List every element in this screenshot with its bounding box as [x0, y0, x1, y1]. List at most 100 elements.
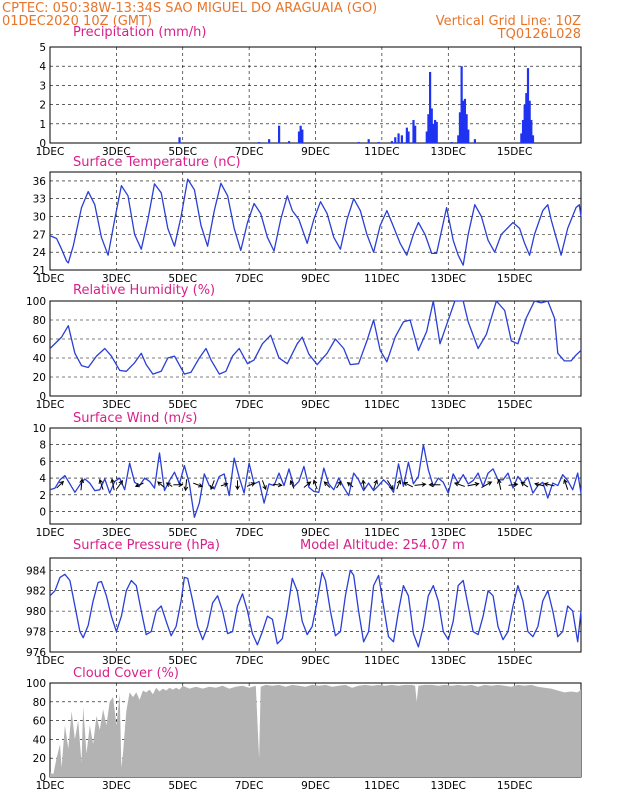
- precip-bar: [526, 68, 530, 143]
- pressure-line: [49, 569, 582, 648]
- x-tick-label: 11DEC: [364, 146, 399, 158]
- panels: 0 1 2 3 4 5 Precipitation (mm/h) 1DEC 3DEC 5DEC 7D…: [26, 25, 582, 792]
- wind-arrow: [111, 479, 115, 491]
- precip-bar: [462, 100, 465, 143]
- wind-arrow-head: [59, 480, 65, 486]
- x-tick-label: 9DEC: [301, 399, 330, 411]
- x-tick-label: 1DEC: [36, 399, 65, 411]
- x-tick-label: 3DEC: [102, 399, 131, 411]
- precip-bar: [530, 119, 533, 143]
- precip-bar: [433, 119, 437, 143]
- panel-pressure: 976 978 980 982 984 Surface Pressure (hPa) Mod…: [26, 538, 582, 667]
- y-tick-label: 0: [39, 772, 46, 784]
- wind-arrow-head: [235, 485, 240, 491]
- x-tick-label: 5DEC: [168, 399, 197, 411]
- wind-arrow-head: [453, 481, 459, 487]
- y-tick-label: 984: [26, 565, 46, 577]
- rh-line: [49, 300, 582, 375]
- x-tick-label: 13DEC: [431, 273, 466, 285]
- y-tick-label: 80: [33, 697, 46, 709]
- x-tick-label: 3DEC: [102, 273, 131, 285]
- x-tick-label: 7DEC: [235, 146, 264, 158]
- precip-bar: [268, 139, 271, 143]
- wind-arrow-head: [428, 482, 434, 488]
- x-tick-label: 5DEC: [168, 273, 197, 285]
- x-tick-label: 1DEC: [36, 655, 65, 667]
- wind-arrow-head: [389, 485, 394, 491]
- precip-bar: [521, 119, 525, 143]
- wind-arrow: [272, 483, 282, 486]
- precip-bar: [528, 100, 531, 143]
- y-tick-label: 0: [39, 506, 46, 518]
- wind-arrow-head: [497, 478, 502, 484]
- precip-bar: [463, 98, 467, 143]
- wind-arrow: [396, 480, 401, 490]
- wind-arrow-head: [157, 481, 162, 486]
- precip-bar: [473, 139, 476, 143]
- precip-bar: [367, 139, 370, 143]
- x-tick-label: 3DEC: [102, 780, 131, 792]
- wind-arrow: [135, 482, 144, 487]
- precip-bar: [397, 133, 400, 143]
- y-tick-label: 5: [39, 42, 46, 54]
- wind-arrow-head: [534, 482, 540, 487]
- x-tick-label: 9DEC: [301, 655, 330, 667]
- wind-arrow: [534, 483, 545, 487]
- wind-arrow-head: [520, 482, 526, 487]
- precip-bar: [299, 125, 302, 143]
- x-tick-label: 7DEC: [235, 399, 264, 411]
- y-tick-label: 40: [33, 734, 46, 746]
- x-tick-label: 9DEC: [301, 273, 330, 285]
- x-tick-label: 15DEC: [497, 399, 532, 411]
- x-tick-label: 15DEC: [497, 146, 532, 158]
- wind-arrow: [116, 480, 123, 489]
- x-tick-label: 7DEC: [235, 655, 264, 667]
- y-tick-label: 30: [33, 212, 46, 224]
- precip-bar: [301, 129, 304, 143]
- wind-arrow-head: [178, 482, 184, 488]
- wind-arrow-head: [563, 478, 568, 484]
- precip-bar: [523, 104, 526, 143]
- precip-bar: [414, 125, 417, 143]
- wind-arrow: [414, 483, 426, 486]
- header-datetime: 01DEC2020 10Z (GMT): [2, 14, 152, 29]
- y-tick-label: 100: [26, 678, 46, 690]
- x-tick-label: 7DEC: [235, 780, 264, 792]
- x-tick-label: 1DEC: [36, 780, 65, 792]
- wind-arrow: [303, 481, 311, 488]
- wind-arrow: [521, 482, 529, 488]
- y-tick-label: 1: [39, 119, 46, 131]
- x-tick-label: 3DEC: [102, 655, 131, 667]
- x-tick-label: 3DEC: [102, 527, 131, 539]
- panel-annotation: Model Altitude: 254.07 m: [300, 538, 465, 553]
- x-tick-label: 15DEC: [497, 527, 532, 539]
- wind-arrow-head: [277, 482, 283, 488]
- precip-bar: [427, 114, 430, 143]
- wind-arrow-head: [209, 485, 215, 491]
- precip-bar: [277, 125, 281, 143]
- x-tick-label: 9DEC: [301, 780, 330, 792]
- y-tick-label: 20: [33, 372, 46, 384]
- precip-bar: [400, 135, 403, 143]
- x-tick-label: 9DEC: [301, 146, 330, 158]
- wind-arrow: [313, 480, 318, 490]
- wind-arrow: [99, 479, 104, 490]
- precip-bar: [450, 142, 453, 143]
- y-tick-label: 3: [39, 80, 46, 92]
- panel-title: Cloud Cover (%): [73, 666, 179, 681]
- wind-arrow: [373, 480, 378, 490]
- x-tick-label: 5DEC: [168, 655, 197, 667]
- panel-temp: 21 24 27 30 33 36 Surface Temperature (nC) 1DEC…: [33, 155, 582, 285]
- y-tick-label: 80: [33, 315, 46, 327]
- wind-arrow: [80, 479, 83, 491]
- wind-arrow: [498, 479, 502, 490]
- x-tick-label: 13DEC: [431, 527, 466, 539]
- wind-arrow: [508, 483, 518, 486]
- wind-arrow: [193, 482, 203, 487]
- wind-arrow-head: [487, 481, 493, 486]
- wind-arrow: [324, 481, 331, 488]
- y-tick-label: 2: [39, 100, 46, 112]
- y-tick-label: 33: [33, 194, 46, 206]
- x-tick-label: 11DEC: [364, 399, 399, 411]
- y-tick-label: 40: [33, 353, 46, 365]
